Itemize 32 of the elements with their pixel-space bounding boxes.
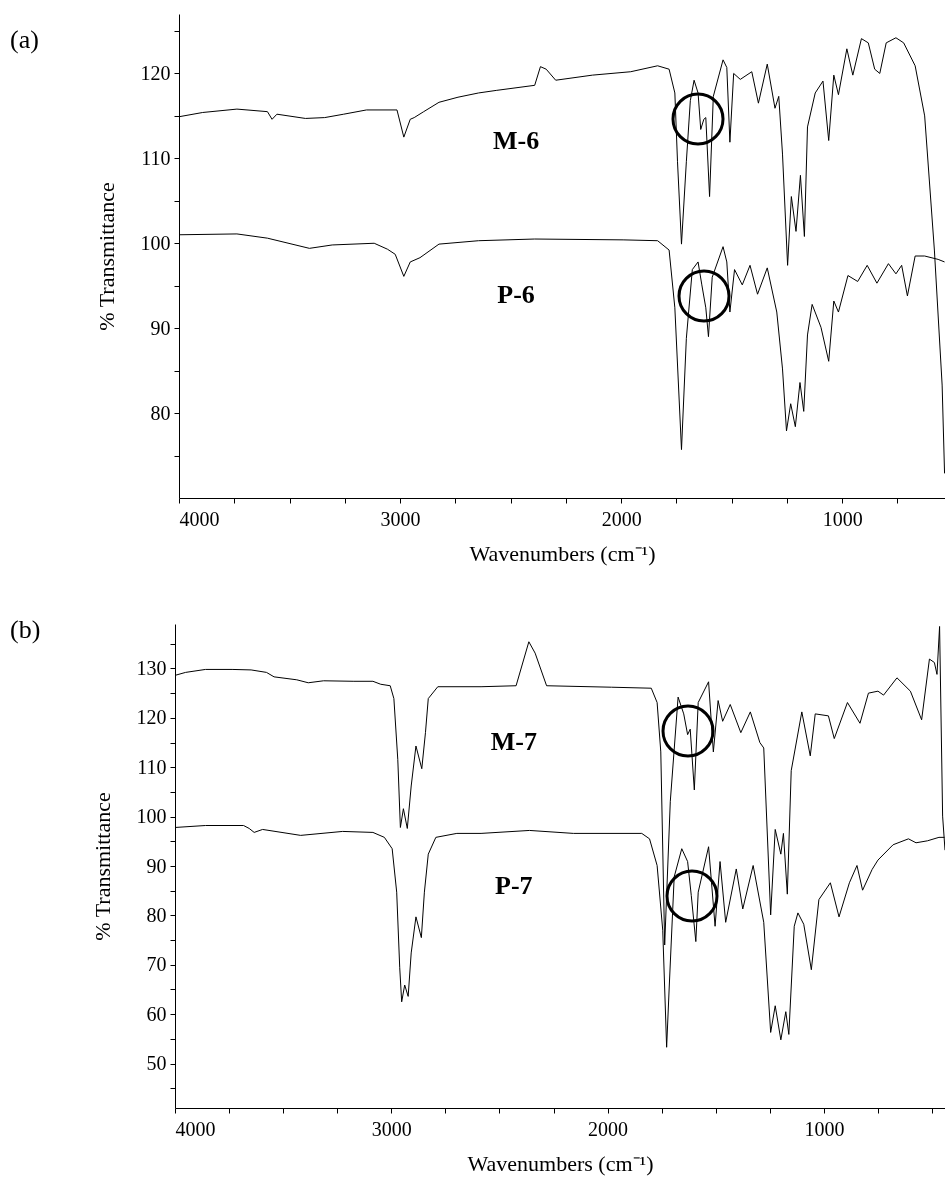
series-label: M-7 — [490, 726, 537, 756]
y-tick-label: 110 — [137, 755, 167, 778]
y-tick-label: 100 — [136, 805, 167, 828]
y-tick-label: 60 — [146, 1002, 167, 1025]
x-axis-title: Wavenumbers (cm⁻¹) — [467, 1150, 654, 1176]
y-tick-label: 80 — [146, 903, 167, 926]
series-label: P-7 — [495, 871, 533, 901]
x-tick-label: 4000 — [175, 1117, 216, 1140]
y-tick-label: 90 — [150, 316, 171, 339]
series-label: M-6 — [492, 126, 540, 156]
y-tick-label: 70 — [146, 953, 167, 976]
y-tick-label: 50 — [146, 1052, 167, 1075]
y-tick-label: 120 — [140, 61, 171, 84]
y-tick-label: 120 — [136, 706, 167, 729]
y-tick-label: 90 — [146, 854, 167, 877]
y-axis-title: % Transmittance — [89, 792, 115, 941]
x-tick-label: 4000 — [179, 507, 220, 530]
x-tick-label: 3000 — [371, 1117, 412, 1140]
x-tick-label: 3000 — [380, 507, 421, 530]
y-tick-label: 80 — [150, 401, 171, 424]
chart-title: (b) — [10, 615, 41, 644]
series-label: P-6 — [497, 280, 535, 310]
y-tick-label: 110 — [141, 146, 171, 169]
x-tick-label: 1000 — [822, 507, 863, 530]
y-tick-label: 130 — [136, 656, 167, 679]
x-tick-label: 2000 — [588, 1117, 629, 1140]
x-axis-title: Wavenumbers (cm⁻¹) — [469, 540, 656, 566]
y-axis-title: % Transmittance — [93, 182, 119, 331]
x-tick-label: 1000 — [804, 1117, 845, 1140]
chart-title: (a) — [10, 25, 39, 54]
x-tick-label: 2000 — [601, 507, 642, 530]
y-tick-label: 100 — [140, 231, 171, 254]
